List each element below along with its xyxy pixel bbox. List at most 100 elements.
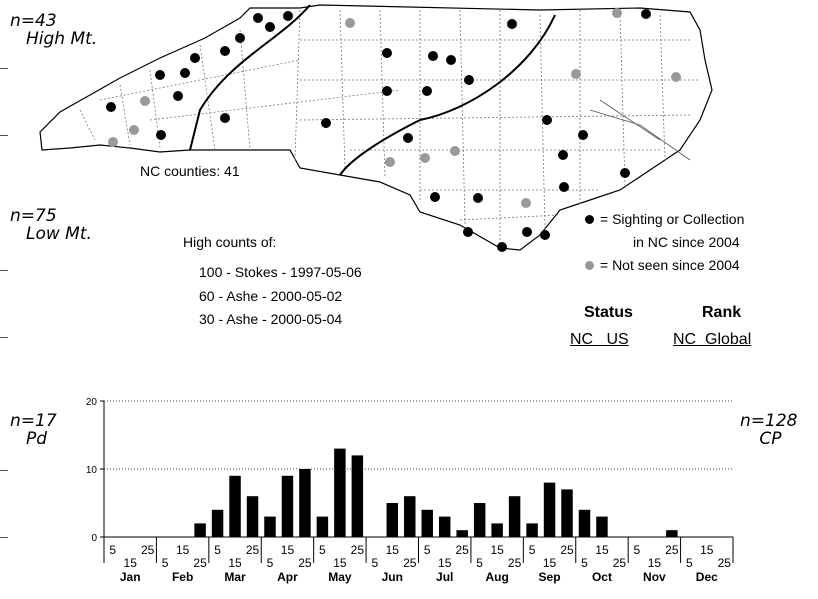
period-label: 15: [648, 556, 662, 570]
bar: [526, 523, 538, 537]
month-label: Oct: [592, 570, 612, 584]
bar: [351, 455, 364, 537]
month-label: Jan: [120, 570, 141, 584]
legend-item-historic: = Not seen since 2004: [585, 257, 740, 273]
period-label: 5: [371, 556, 378, 570]
bar: [246, 496, 259, 537]
bar: [456, 530, 468, 537]
period-label: 5: [529, 543, 536, 557]
period-label: 15: [700, 543, 714, 557]
status-columns: NC US: [570, 331, 629, 348]
region-boundary-2: [339, 14, 556, 176]
period-label: 15: [176, 543, 190, 557]
month-label: Feb: [172, 570, 193, 584]
high-count-row: 100 - Stokes - 1997-05-06: [199, 264, 362, 280]
month-label: Mar: [224, 570, 246, 584]
y-tick-label: 10: [86, 465, 98, 476]
side-tick: [0, 537, 8, 538]
period-label: 15: [490, 543, 504, 557]
bar: [194, 523, 206, 537]
high-count-row: 30 - Ashe - 2000-05-04: [199, 311, 343, 327]
rank-columns: NC Global: [673, 331, 752, 348]
region-label-high-mt: n=43 High Mt.: [10, 12, 97, 48]
side-tick: [0, 135, 8, 136]
month-label: Apr: [277, 570, 298, 584]
period-label: 25: [193, 556, 207, 570]
period-label: 15: [228, 556, 242, 570]
high-counts-title: High counts of:: [183, 234, 277, 250]
period-label: 15: [333, 556, 347, 570]
period-label: 15: [543, 556, 557, 570]
region-label-cp: n=128 CP: [740, 412, 797, 448]
period-label: 5: [109, 543, 116, 557]
period-label: 25: [403, 556, 417, 570]
bar: [666, 530, 678, 537]
y-tick-label: 0: [91, 533, 97, 544]
high-count-row: 60 - Ashe - 2000-05-02: [199, 288, 343, 304]
bar: [473, 503, 486, 537]
period-label: 15: [386, 543, 400, 557]
region-name: High Mt.: [26, 29, 98, 49]
region-count: n=43: [10, 11, 57, 31]
rank-header: Rank: [702, 304, 742, 321]
y-tick-label: 20: [86, 397, 98, 408]
bar: [404, 496, 416, 537]
bar: [299, 469, 311, 537]
side-tick: [0, 270, 8, 271]
state-outline: [39, 4, 713, 251]
bar: [386, 503, 399, 537]
period-label: 25: [456, 543, 470, 557]
bar: [281, 475, 294, 537]
month-label: Aug: [485, 570, 508, 584]
bar: [264, 516, 276, 537]
legend-item-sighting: = Sighting or Collection: [585, 211, 744, 227]
bar: [561, 489, 573, 537]
region-boundary-1: [189, 4, 311, 151]
period-label: 25: [613, 556, 627, 570]
black-dot-icon: [585, 214, 594, 224]
period-label: 25: [351, 543, 365, 557]
legend-text-line2: in NC since 2004: [633, 234, 740, 250]
gray-dot-icon: [585, 260, 594, 270]
period-label: 5: [476, 556, 483, 570]
legend-text: = Sighting or Collection: [600, 211, 745, 227]
month-label: Sep: [539, 570, 561, 584]
region-count: n=128: [740, 411, 798, 431]
month-label: Jul: [436, 570, 453, 584]
period-label: 5: [686, 556, 693, 570]
side-tick: [0, 470, 8, 471]
month-label: Dec: [696, 570, 718, 584]
period-label: 15: [438, 556, 452, 570]
historic-dots: [108, 8, 681, 208]
period-label: 25: [508, 556, 522, 570]
period-label: 25: [298, 556, 312, 570]
sighting-dots: [106, 9, 651, 252]
period-label: 25: [665, 543, 679, 557]
region-label-low-mt: n=75 Low Mt.: [10, 207, 92, 243]
bar: [438, 516, 451, 537]
bar: [491, 523, 503, 537]
region-name: Low Mt.: [26, 224, 92, 244]
period-label: 25: [718, 556, 732, 570]
period-label: 15: [281, 543, 295, 557]
period-label: 5: [267, 556, 274, 570]
period-label: 15: [595, 543, 609, 557]
period-label: 25: [141, 543, 155, 557]
period-label: 25: [560, 543, 574, 557]
bar: [421, 509, 433, 537]
bar: [316, 516, 329, 537]
period-label: 15: [124, 556, 138, 570]
period-label: 5: [319, 543, 326, 557]
period-label: 5: [581, 556, 588, 570]
region-count: n=75: [10, 206, 57, 226]
counties-label: NC counties: 41: [140, 163, 240, 179]
bar: [334, 448, 346, 537]
region-name: Pd: [26, 429, 48, 449]
region-name: CP: [759, 429, 782, 449]
side-tick: [0, 337, 8, 338]
region-label-pd: n=17 Pd: [10, 412, 57, 448]
status-header: Status: [584, 304, 633, 321]
period-label: 25: [246, 543, 260, 557]
